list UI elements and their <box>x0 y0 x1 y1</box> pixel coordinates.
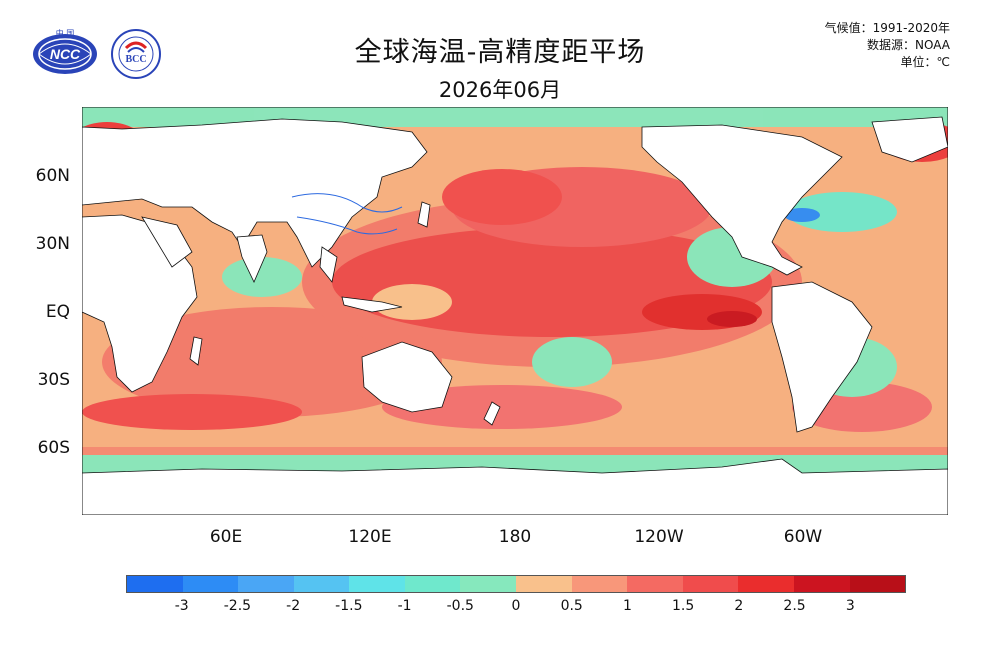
source-text: 数据源：NOAA <box>867 38 950 52</box>
indochina-land <box>319 246 338 283</box>
colorbar-tick-label: -2.5 <box>223 598 252 614</box>
lon-label-120e: 120E <box>348 527 392 547</box>
china-rivers <box>291 193 403 235</box>
colorbar-segment <box>127 576 183 592</box>
colorbar-segment <box>460 576 517 592</box>
eurasia-land <box>81 118 428 268</box>
colorbar-tick-label: -1.5 <box>335 598 363 614</box>
greenland-land <box>871 116 949 163</box>
lat-label-60n: 60N <box>35 166 70 186</box>
colorbar-segment <box>793 576 850 592</box>
colorbar-tick-label: -0.5 <box>446 598 474 614</box>
bcc-logo-text: BCC <box>125 54 146 65</box>
colorbar-tick-label: 2.5 <box>783 598 806 614</box>
north-america-land <box>641 124 843 276</box>
lat-label-eq: EQ <box>45 302 70 322</box>
lon-label-60w: 60W <box>783 527 823 547</box>
lon-label-120w: 120W <box>634 527 684 547</box>
colorbar-tick-label: -2 <box>286 598 301 614</box>
lat-label-30s: 30S <box>37 370 70 390</box>
colorbar-segment <box>516 576 572 592</box>
ncc-logo-top-text: 中 国 <box>56 28 75 38</box>
colorbar-segment <box>738 576 794 592</box>
japan-land <box>417 201 431 228</box>
colorbar-tick-label: -3 <box>174 598 189 614</box>
indonesia-land <box>341 296 403 313</box>
bcc-logo: BCC <box>110 28 162 80</box>
colorbar-segment <box>404 576 461 592</box>
colorbar-tick-label: 1 <box>622 598 632 614</box>
anomaly-field <box>67 107 962 473</box>
lon-label-180: 180 <box>498 527 532 547</box>
colorbar-tick-label: 3 <box>845 598 855 614</box>
colorbar-tick-label: -1 <box>397 598 412 614</box>
colorbar-tick-label: 0 <box>511 598 521 614</box>
colorbar-segment <box>182 576 239 592</box>
colorbar-segment <box>293 576 350 592</box>
australia-land <box>361 341 453 413</box>
lat-label-30n: 30N <box>35 234 70 254</box>
land-masses <box>81 116 949 516</box>
sst-anomaly-map <box>67 106 962 516</box>
ncc-logo: NCC 中 国 <box>30 28 100 76</box>
colorbar-tick-label: 1.5 <box>672 598 695 614</box>
colorbar-segment <box>627 576 683 592</box>
colorbar-segment <box>349 576 405 592</box>
arabia-land <box>141 216 193 268</box>
map-subtitle: 2026年06月 <box>438 78 562 102</box>
colorbar-segment <box>682 576 739 592</box>
colorbar-tick-label: 0.5 <box>560 598 583 614</box>
info-block: 气候值：1991-2020年 数据源：NOAA 单位：℃ <box>825 20 950 71</box>
newzealand-land <box>483 401 501 426</box>
colorbar-segment <box>849 576 906 592</box>
colorbar-tick-label: 2 <box>734 598 744 614</box>
colorbar <box>126 575 906 593</box>
climatology-text: 气候值：1991-2020年 <box>824 21 950 35</box>
lat-label-60s: 60S <box>37 438 70 458</box>
south-america-land <box>771 281 873 433</box>
madagascar-land <box>189 336 203 366</box>
lon-label-60e: 60E <box>209 527 243 547</box>
ncc-logo-text: NCC <box>50 46 81 62</box>
colorbar-segment <box>571 576 628 592</box>
india-land <box>236 234 268 283</box>
map-title: 全球海温-高精度距平场 <box>354 37 646 68</box>
colorbar-segment <box>238 576 294 592</box>
unit-text: 单位：℃ <box>900 55 950 69</box>
